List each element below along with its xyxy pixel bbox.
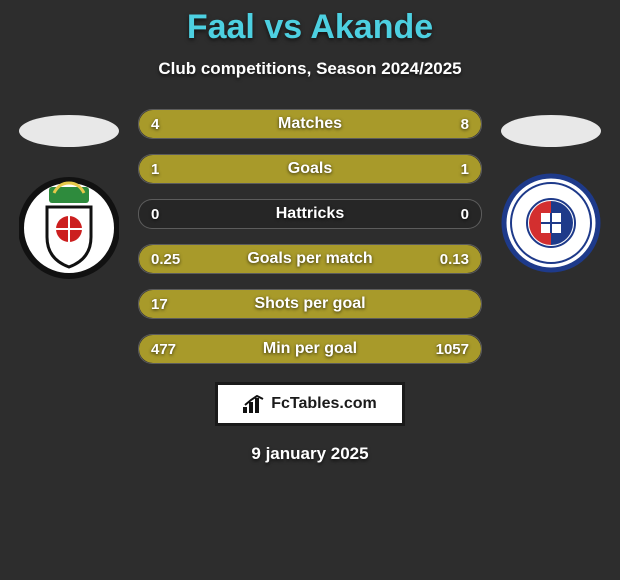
stat-bar-hattricks: 00Hattricks [138, 199, 482, 229]
stat-label: Shots per goal [139, 290, 481, 318]
stat-bar-goals: 11Goals [138, 154, 482, 184]
stat-label: Matches [139, 110, 481, 138]
comparison-row: 48Matches 11Goals 00Hattricks 0.250.13Goals… [0, 109, 620, 364]
stats-bars: 48Matches 11Goals 00Hattricks 0.250.13Goals… [138, 109, 482, 364]
stat-bar-goals-per-match: 0.250.13Goals per match [138, 244, 482, 274]
stat-bar-min-per-goal: 4771057Min per goal [138, 334, 482, 364]
stat-label: Min per goal [139, 335, 481, 363]
left-club-badge [19, 173, 119, 273]
branding-text: FcTables.com [271, 395, 377, 413]
page-title: Faal vs Akande [0, 8, 620, 47]
stat-bar-shots-per-goal: 17Shots per goal [138, 289, 482, 319]
right-player-col [496, 109, 606, 273]
branding-box: FcTables.com [215, 382, 405, 426]
left-player-col [14, 109, 124, 273]
subtitle: Club competitions, Season 2024/2025 [0, 59, 620, 79]
right-club-badge [501, 173, 601, 273]
left-player-avatar [19, 115, 119, 147]
right-player-avatar [501, 115, 601, 147]
stat-label: Goals [139, 155, 481, 183]
branding-chart-icon [243, 395, 265, 413]
date-text: 9 january 2025 [0, 444, 620, 464]
stat-bar-matches: 48Matches [138, 109, 482, 139]
stat-label: Goals per match [139, 245, 481, 273]
stat-label: Hattricks [139, 200, 481, 228]
